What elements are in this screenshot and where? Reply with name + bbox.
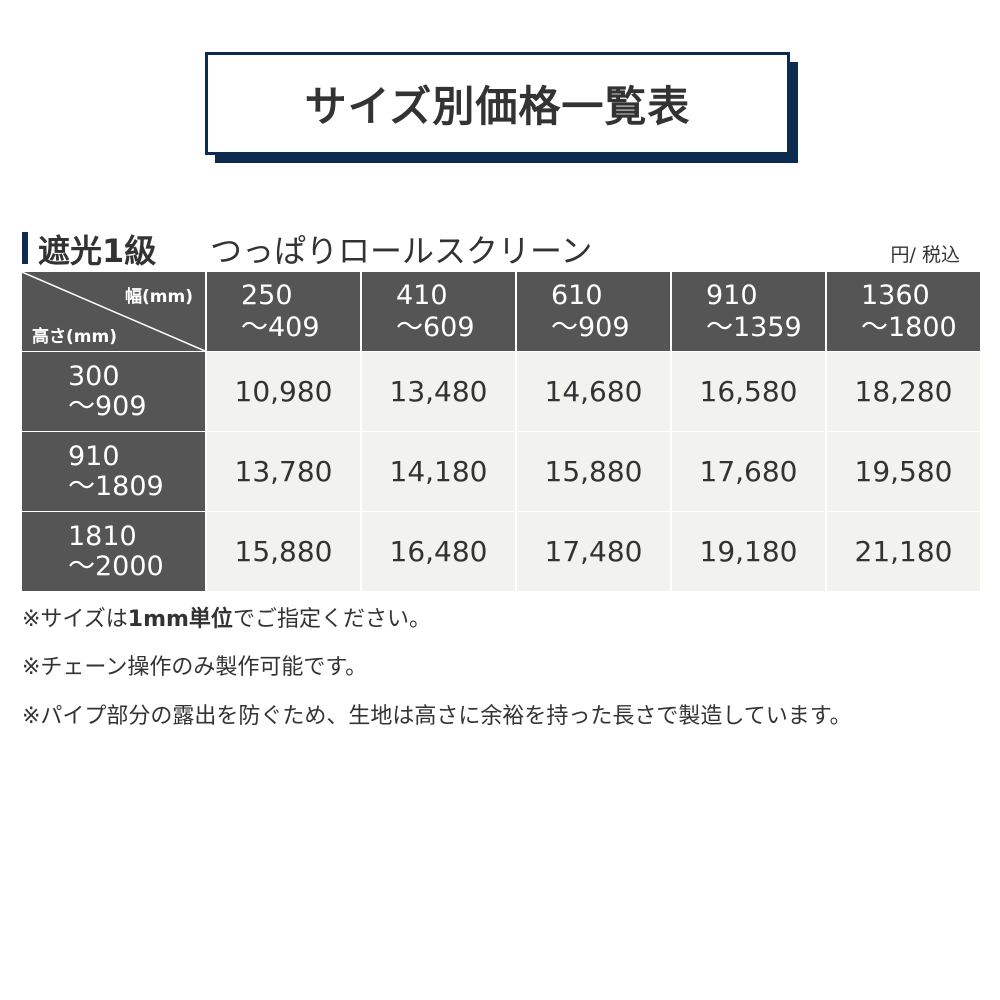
price-cell: 14,180 bbox=[362, 432, 515, 511]
note-size-unit: ※サイズは1mm単位でご指定ください。 bbox=[22, 603, 972, 637]
row-from: 300 bbox=[68, 360, 120, 392]
col-to: ～409 bbox=[241, 311, 320, 343]
price-cell: 19,580 bbox=[827, 432, 980, 511]
width-label: 幅(mm) bbox=[125, 287, 193, 307]
col-from: 1360 bbox=[861, 279, 930, 311]
corner-cell: 幅(mm) 高さ(mm) bbox=[22, 272, 205, 351]
row-to: ～909 bbox=[68, 390, 147, 422]
col-to: ～909 bbox=[551, 311, 630, 343]
price-cell: 16,580 bbox=[672, 352, 825, 431]
column-header: 250 ～409 bbox=[207, 272, 360, 351]
row-to: ～1809 bbox=[68, 470, 164, 502]
col-from: 610 bbox=[551, 279, 603, 311]
column-header: 910 ～1359 bbox=[672, 272, 825, 351]
table-row: 910 ～1809 13,780 14,180 15,880 17,680 19,… bbox=[22, 432, 980, 511]
col-to: ～1359 bbox=[706, 311, 802, 343]
row-to: ～2000 bbox=[68, 550, 164, 582]
price-cell: 19,180 bbox=[672, 512, 825, 591]
note-fabric: ※パイプ部分の露出を防ぐため、生地は高さに余裕を持った長さで製造しています。 bbox=[22, 704, 852, 729]
price-cell: 14,680 bbox=[517, 352, 670, 431]
col-from: 410 bbox=[396, 279, 448, 311]
row-header: 910 ～1809 bbox=[22, 432, 205, 511]
price-table: 幅(mm) 高さ(mm) 250 ～409 410 ～609 610 ～909 910… bbox=[20, 271, 982, 592]
column-header: 1360 ～1800 bbox=[827, 272, 980, 351]
price-cell: 15,880 bbox=[517, 432, 670, 511]
note-text: ※サイズは bbox=[22, 607, 128, 632]
column-header: 610 ～909 bbox=[517, 272, 670, 351]
title-box: サイズ別価格一覧表 bbox=[205, 52, 790, 155]
price-cell: 16,480 bbox=[362, 512, 515, 591]
col-to: ～609 bbox=[396, 311, 475, 343]
note-emphasis: 1mm単位 bbox=[127, 607, 233, 632]
price-cell: 18,280 bbox=[827, 352, 980, 431]
col-from: 910 bbox=[706, 279, 758, 311]
height-label: 高さ(mm) bbox=[32, 327, 117, 347]
row-from: 1810 bbox=[68, 520, 137, 552]
row-header: 1810 ～2000 bbox=[22, 512, 205, 591]
note-text: でご指定ください。 bbox=[232, 607, 431, 632]
price-cell: 13,780 bbox=[207, 432, 360, 511]
price-cell: 15,880 bbox=[207, 512, 360, 591]
section-accent-bar bbox=[22, 232, 28, 264]
section-grade: 遮光1級 bbox=[38, 232, 157, 270]
col-to: ～1800 bbox=[861, 311, 957, 343]
row-from: 910 bbox=[68, 440, 120, 472]
note-chain: ※チェーン操作のみ製作可能です。 bbox=[22, 655, 368, 680]
diagonal-divider bbox=[22, 272, 205, 351]
price-unit: 円/ 税込 bbox=[890, 244, 960, 266]
table-row: 300 ～909 10,980 13,480 14,680 16,580 18,2… bbox=[22, 352, 980, 431]
price-cell: 21,180 bbox=[827, 512, 980, 591]
section-product: つっぱりロールスクリーン bbox=[210, 232, 593, 270]
table-header-row: 幅(mm) 高さ(mm) 250 ～409 410 ～609 610 ～909 910… bbox=[22, 272, 980, 351]
price-cell: 17,680 bbox=[672, 432, 825, 511]
column-header: 410 ～609 bbox=[362, 272, 515, 351]
col-from: 250 bbox=[241, 279, 293, 311]
table-row: 1810 ～2000 15,880 16,480 17,480 19,180 21… bbox=[22, 512, 980, 591]
page-title: サイズ別価格一覧表 bbox=[304, 82, 691, 131]
price-cell: 17,480 bbox=[517, 512, 670, 591]
row-header: 300 ～909 bbox=[22, 352, 205, 431]
price-cell: 10,980 bbox=[207, 352, 360, 431]
price-cell: 13,480 bbox=[362, 352, 515, 431]
